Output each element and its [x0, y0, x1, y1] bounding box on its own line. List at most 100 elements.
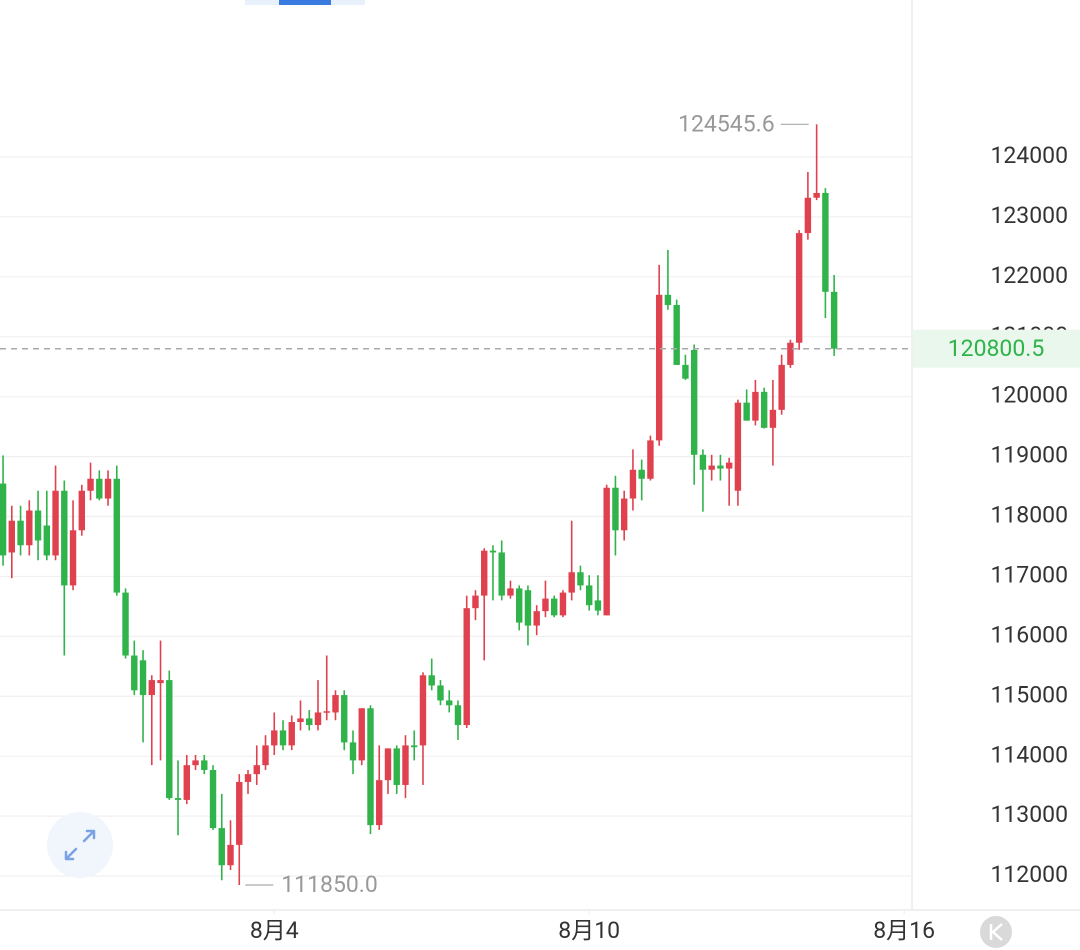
current-price-label: 120800.5 [948, 335, 1045, 362]
candle-body [585, 585, 593, 606]
candle-body [367, 708, 374, 826]
y-tick-label: 117000 [990, 562, 1068, 589]
y-tick-label: 122000 [990, 262, 1068, 289]
candle-body [157, 680, 164, 684]
candle-body [804, 197, 812, 234]
candle-body [428, 675, 435, 686]
candle-body [550, 598, 558, 616]
candle-body [594, 600, 602, 611]
candle-body [682, 364, 689, 379]
candle-body [17, 520, 24, 546]
candle-body [174, 798, 182, 800]
candle-body [516, 588, 523, 623]
candle-body [734, 402, 742, 491]
y-tick-label: 120000 [990, 382, 1068, 409]
candle-body [314, 712, 322, 726]
candle-body [454, 705, 462, 726]
x-tick-label: 8月10 [558, 917, 620, 944]
candle-body [472, 595, 479, 609]
candle-body [620, 498, 628, 531]
candle-body [183, 765, 190, 800]
candle-body [323, 711, 330, 713]
candle-body [778, 364, 785, 410]
candle-body [533, 611, 540, 626]
candle-body [411, 745, 418, 748]
candle-body [96, 478, 103, 499]
candle-body [244, 774, 252, 782]
candle-body [542, 598, 549, 612]
candle-body [148, 680, 155, 696]
current-price-box [913, 329, 1080, 368]
candle-body [638, 469, 645, 479]
x-tick-label: 8月4 [250, 917, 299, 944]
candle-body [34, 510, 42, 541]
candle-body [61, 490, 68, 586]
candle-body [131, 655, 138, 691]
candle-body [218, 828, 225, 866]
candle-body [0, 483, 7, 556]
candle-body [271, 730, 278, 746]
candle-body [629, 469, 637, 499]
candles [0, 124, 838, 886]
y-tick-label: 113000 [990, 801, 1068, 828]
candle-body [603, 487, 610, 616]
y-tick-label: 119000 [990, 442, 1068, 469]
candle-body [201, 760, 208, 770]
candle-body [463, 608, 470, 726]
candle-body [236, 781, 243, 845]
candle-body [769, 409, 777, 428]
candle-body [507, 588, 514, 596]
candle-body [752, 391, 759, 421]
candle-body [481, 550, 488, 596]
candle-body [139, 660, 147, 696]
annotation-label: 111850.0 [281, 871, 378, 898]
expand-icon [64, 829, 96, 861]
candle-body [559, 592, 567, 616]
candle-body [813, 192, 820, 198]
candle-body [69, 530, 77, 586]
candle-body [104, 478, 112, 499]
candle-body [568, 572, 575, 593]
candle-body [192, 760, 199, 766]
candle-body [524, 590, 532, 626]
candle-body [279, 730, 287, 746]
candle-body [349, 742, 357, 761]
candle-body [612, 487, 619, 531]
candle-body [498, 552, 505, 596]
candle-body [690, 349, 698, 455]
y-tick-label: 118000 [990, 502, 1068, 529]
candle-body [717, 465, 724, 469]
tab-active[interactable] [279, 0, 331, 5]
y-tick-label: 112000 [990, 861, 1068, 888]
candle-body [166, 680, 173, 799]
candle-body [306, 718, 313, 726]
candle-body [341, 695, 348, 743]
candle-body [795, 233, 803, 343]
candle-body [655, 294, 663, 441]
candle-body [577, 572, 584, 586]
candle-body [43, 525, 51, 556]
candle-body [787, 342, 794, 365]
expand-button[interactable] [47, 812, 113, 878]
y-tick-label: 116000 [990, 621, 1068, 648]
candle-body [78, 490, 85, 531]
y-tick-label: 124000 [990, 142, 1068, 169]
candle-body [122, 592, 129, 656]
k-button[interactable] [980, 916, 1012, 948]
candle-body [446, 700, 453, 706]
candle-body [227, 844, 234, 866]
candle-body [288, 722, 295, 746]
candle-body [253, 765, 260, 775]
candle-body [699, 454, 707, 470]
candle-body [332, 695, 339, 713]
candle-body [743, 402, 750, 421]
candle-body [358, 708, 365, 761]
candle-body [113, 478, 120, 593]
y-tick-label: 114000 [990, 741, 1068, 768]
candle-body [673, 304, 680, 365]
annotation-label: 124545.6 [678, 110, 775, 137]
candle-body [52, 490, 59, 556]
candle-body [647, 440, 654, 479]
